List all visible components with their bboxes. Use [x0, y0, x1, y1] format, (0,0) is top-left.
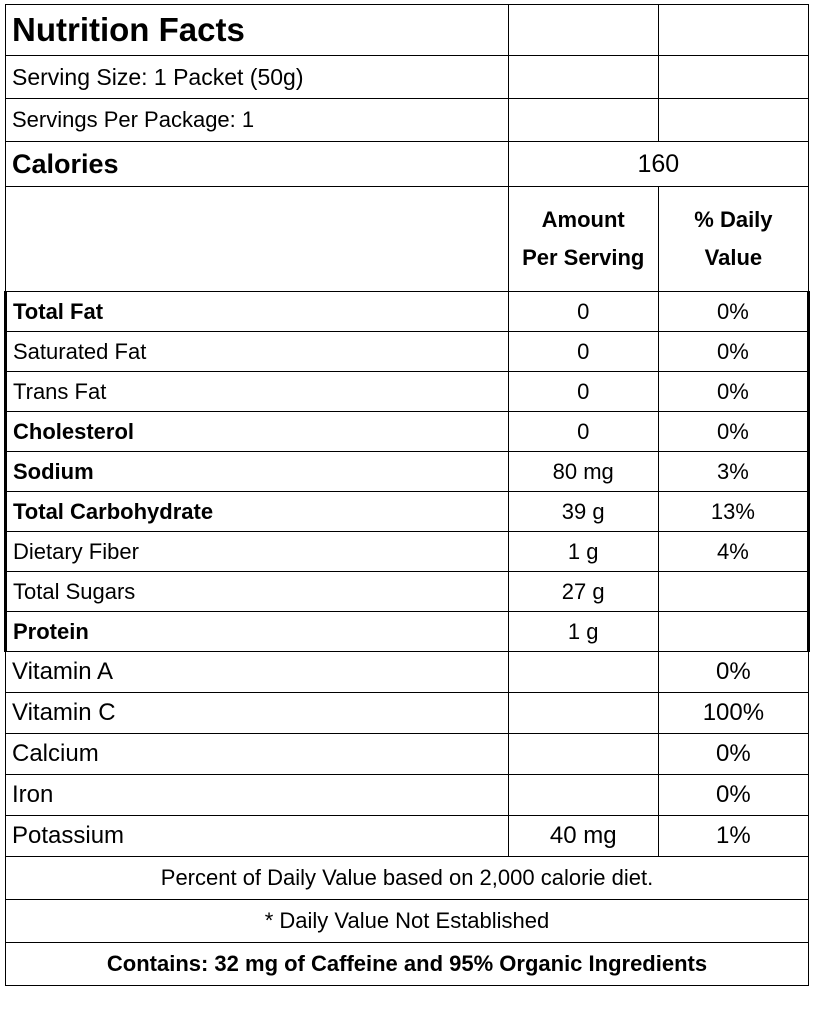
vitamin-amount — [507, 733, 659, 775]
nutrient-amount: 0 — [507, 371, 659, 412]
nutrient-daily-value: 3% — [657, 451, 811, 492]
nutrition-facts-label: Nutrition Facts Serving Size: 1 Packet (… — [4, 4, 811, 1020]
calories-value: 160 — [507, 141, 810, 187]
nutrient-amount: 27 g — [507, 571, 659, 612]
nutrient-amount: 0 — [507, 411, 659, 452]
nutrient-amount: 0 — [507, 291, 659, 332]
nutrient-name: Total Carbohydrate — [4, 491, 509, 532]
nutrient-amount: 1 g — [507, 611, 659, 652]
nutrient-name: Cholesterol — [4, 411, 509, 452]
nutrient-daily-value: 4% — [657, 531, 811, 572]
nutrient-row: Cholesterol 0 0% — [4, 411, 811, 452]
serving-size-row: Serving Size: 1 Packet (50g) — [5, 55, 810, 99]
vitamin-daily-value: 0% — [657, 733, 810, 775]
nutrient-amount: 0 — [507, 331, 659, 372]
nutrient-daily-value — [657, 611, 811, 652]
calories-label: Calories — [5, 141, 509, 187]
nutrient-daily-value: 13% — [657, 491, 811, 532]
nutrient-row: Total Fat 0 0% — [4, 291, 811, 332]
nutrient-row: Saturated Fat 0 0% — [4, 331, 811, 372]
nutrient-row: Trans Fat 0 0% — [4, 371, 811, 412]
nutrient-daily-value — [657, 571, 811, 612]
nutrition-table: Nutrition Facts Serving Size: 1 Packet (… — [4, 4, 811, 986]
vitamin-row: Iron 0% — [5, 774, 810, 816]
nutrient-amount: 39 g — [507, 491, 659, 532]
label-title: Nutrition Facts — [5, 4, 509, 56]
vitamin-row: Calcium 0% — [5, 733, 810, 775]
vitamin-name: Calcium — [5, 733, 509, 775]
amount-per-serving-header: Amount Per Serving — [507, 186, 659, 292]
calories-row: Calories 160 — [5, 141, 810, 187]
nutrient-name: Total Sugars — [4, 571, 509, 612]
vitamin-row: Potassium 40 mg 1% — [5, 815, 810, 857]
not-established-note: * Daily Value Not Established — [5, 899, 809, 943]
title-row: Nutrition Facts — [5, 4, 810, 56]
amount-header-line1: Amount — [541, 207, 625, 232]
nutrient-section: Total Fat 0 0% Saturated Fat 0 0% Trans Fat 0 0%… — [4, 291, 811, 652]
nutrient-row: Dietary Fiber 1 g 4% — [4, 531, 811, 572]
vitamin-name: Vitamin C — [5, 692, 509, 734]
column-header-row: Amount Per Serving % Daily Value — [5, 186, 810, 292]
dv-header-line1: % Daily — [694, 207, 773, 232]
nutrient-daily-value: 0% — [657, 331, 811, 372]
vitamin-daily-value: 100% — [657, 692, 810, 734]
vitamin-amount — [507, 651, 659, 693]
empty-cell — [507, 55, 659, 99]
footnote-row: * Daily Value Not Established — [5, 899, 809, 943]
empty-cell — [657, 55, 810, 99]
nutrient-daily-value: 0% — [657, 291, 811, 332]
vitamin-name: Potassium — [5, 815, 509, 857]
daily-value-basis-note: Percent of Daily Value based on 2,000 ca… — [5, 856, 809, 900]
footnote-row: Percent of Daily Value based on 2,000 ca… — [5, 856, 809, 900]
vitamin-daily-value: 1% — [657, 815, 810, 857]
nutrient-row: Total Sugars 27 g — [4, 571, 811, 612]
vitamin-amount — [507, 692, 659, 734]
empty-cell — [507, 98, 659, 142]
servings-per-package-row: Servings Per Package: 1 — [5, 98, 810, 142]
servings-per-package: Servings Per Package: 1 — [5, 98, 509, 142]
nutrient-name: Saturated Fat — [4, 331, 509, 372]
nutrient-name: Total Fat — [4, 291, 509, 332]
amount-header-line2: Per Serving — [522, 245, 645, 270]
vitamin-row: Vitamin C 100% — [5, 692, 810, 734]
dv-header-line2: Value — [704, 245, 763, 270]
vitamin-row: Vitamin A 0% — [5, 651, 810, 693]
empty-cell — [5, 186, 509, 292]
vitamin-daily-value: 0% — [657, 651, 810, 693]
vitamin-daily-value: 0% — [657, 774, 810, 816]
vitamin-amount — [507, 774, 659, 816]
empty-cell — [507, 4, 659, 56]
vitamin-name: Iron — [5, 774, 509, 816]
vitamin-section: Vitamin A 0% Vitamin C 100% Calcium 0% Iron 0% P… — [5, 651, 810, 857]
daily-value-header: % Daily Value — [657, 186, 810, 292]
vitamin-name: Vitamin A — [5, 651, 509, 693]
nutrient-name: Trans Fat — [4, 371, 509, 412]
nutrient-name: Protein — [4, 611, 509, 652]
nutrient-daily-value: 0% — [657, 371, 811, 412]
nutrient-name: Dietary Fiber — [4, 531, 509, 572]
nutrient-row: Protein 1 g — [4, 611, 811, 652]
nutrient-amount: 1 g — [507, 531, 659, 572]
nutrient-row: Sodium 80 mg 3% — [4, 451, 811, 492]
nutrient-name: Sodium — [4, 451, 509, 492]
empty-cell — [657, 98, 810, 142]
nutrient-daily-value: 0% — [657, 411, 811, 452]
nutrient-amount: 80 mg — [507, 451, 659, 492]
contains-note: Contains: 32 mg of Caffeine and 95% Orga… — [5, 942, 809, 986]
footnote-row: Contains: 32 mg of Caffeine and 95% Orga… — [5, 942, 809, 986]
vitamin-amount: 40 mg — [507, 815, 659, 857]
empty-cell — [657, 4, 810, 56]
serving-size: Serving Size: 1 Packet (50g) — [5, 55, 509, 99]
nutrient-row: Total Carbohydrate 39 g 13% — [4, 491, 811, 532]
